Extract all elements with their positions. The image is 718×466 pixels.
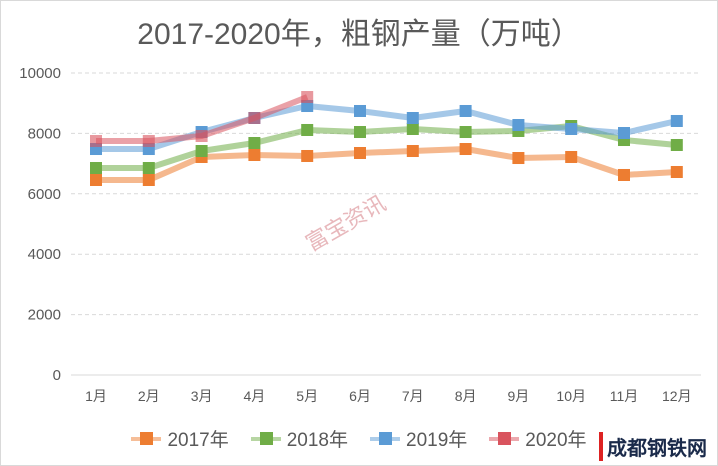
data-point xyxy=(142,173,155,186)
legend-swatch xyxy=(131,431,162,445)
legend-label: 2017年 xyxy=(167,430,229,451)
data-point xyxy=(565,122,578,135)
legend-item: 2017年 xyxy=(131,425,229,452)
x-tick-label: 9月 xyxy=(508,388,530,404)
data-point xyxy=(459,104,472,117)
legend-item: 2019年 xyxy=(370,425,467,452)
data-point xyxy=(406,122,419,135)
y-tick-label: 10000 xyxy=(19,65,61,82)
chart-title: 2017-2020年，粗钢产量（万吨） xyxy=(137,18,581,51)
x-tick-label: 2月 xyxy=(138,388,160,404)
x-tick-label: 4月 xyxy=(244,388,266,404)
legend-swatch xyxy=(489,431,520,445)
data-point xyxy=(354,126,366,139)
legend-swatch xyxy=(250,431,281,445)
data-point xyxy=(301,123,314,136)
data-point xyxy=(90,162,102,175)
data-point xyxy=(90,135,102,148)
data-point xyxy=(142,135,155,148)
legend-item: 2020年 xyxy=(489,425,587,452)
series-line-2017年 xyxy=(96,146,677,183)
legend-label: 2019年 xyxy=(406,430,468,451)
x-tick-label: 5月 xyxy=(296,388,318,404)
x-tick-label: 11月 xyxy=(610,388,639,404)
legend-swatch xyxy=(370,431,400,445)
x-tick-label: 10月 xyxy=(556,388,586,404)
x-tick-label: 6月 xyxy=(349,388,371,404)
y-tick-label: 4000 xyxy=(28,246,61,263)
data-point xyxy=(670,165,683,178)
logo: 成都钢铁网 xyxy=(599,432,711,461)
x-tick-label: 8月 xyxy=(455,388,477,404)
data-point xyxy=(406,111,419,124)
x-tick-label: 12月 xyxy=(662,388,692,404)
data-point xyxy=(301,91,314,104)
data-point xyxy=(670,114,683,127)
data-point xyxy=(618,127,630,140)
data-point xyxy=(248,111,261,124)
data-point xyxy=(195,129,208,142)
data-point xyxy=(248,148,261,161)
data-point xyxy=(195,145,208,158)
data-point xyxy=(248,137,261,150)
data-point xyxy=(90,173,102,186)
data-point xyxy=(512,152,525,165)
legend-label: 2020年 xyxy=(525,430,587,451)
data-point xyxy=(142,162,155,175)
data-point xyxy=(670,138,683,151)
x-tick-label: 3月 xyxy=(191,388,213,404)
data-point xyxy=(354,104,366,117)
data-point xyxy=(301,149,314,162)
data-point xyxy=(618,168,630,181)
y-tick-label: 0 xyxy=(53,367,61,384)
data-point xyxy=(354,146,366,159)
y-tick-label: 2000 xyxy=(28,307,61,324)
y-tick-label: 6000 xyxy=(28,186,61,203)
data-point xyxy=(512,119,525,132)
data-point xyxy=(406,145,419,158)
x-tick-label: 1月 xyxy=(85,388,107,404)
legend: 2017年 2018年 2019年 2020年 xyxy=(1,425,717,452)
x-tick-label: 7月 xyxy=(402,388,424,404)
data-point xyxy=(459,126,472,139)
legend-item: 2018年 xyxy=(250,425,348,452)
data-point xyxy=(565,150,578,163)
legend-label: 2018年 xyxy=(286,430,348,451)
data-point xyxy=(459,143,472,156)
y-tick-label: 8000 xyxy=(28,125,61,142)
